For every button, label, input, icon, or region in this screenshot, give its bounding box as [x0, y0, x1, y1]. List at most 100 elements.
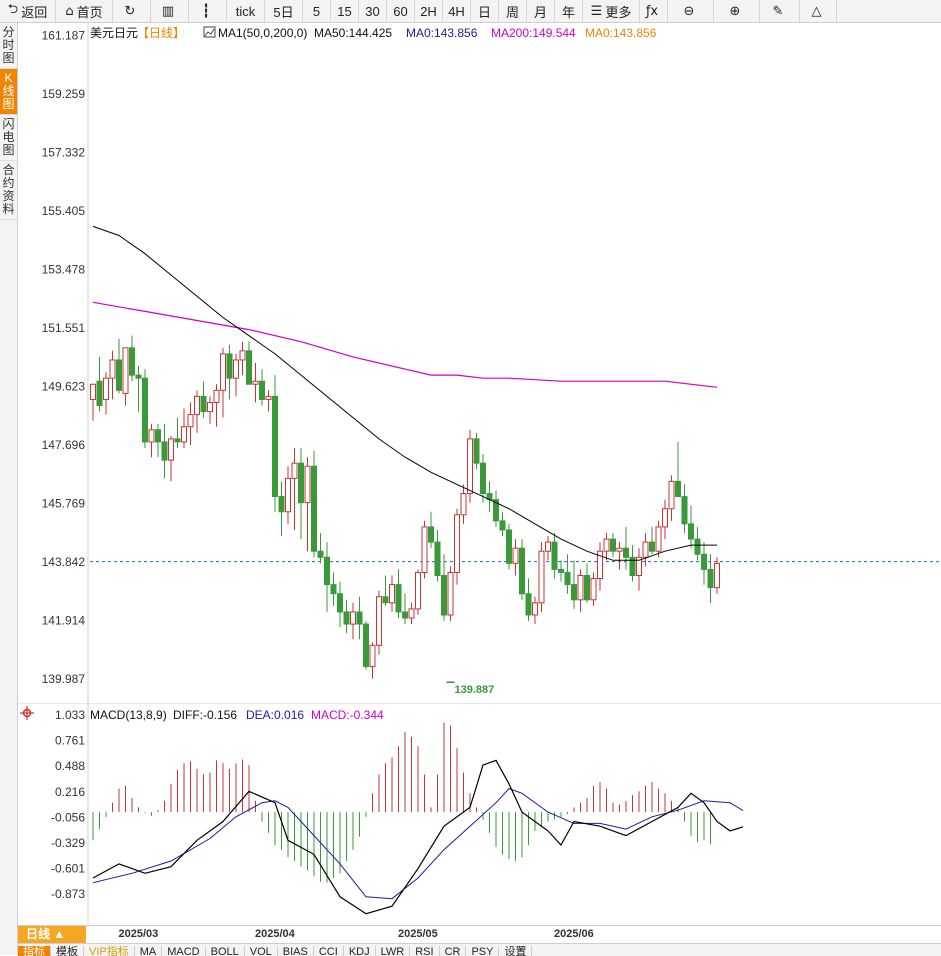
toolbar-label: 5 [312, 3, 321, 19]
toolbar-button-11[interactable]: 2H [415, 0, 443, 22]
macd-y-tick: -0.329 [51, 836, 85, 850]
indicator-tab-8[interactable]: CCI [314, 946, 344, 956]
date-label: 2025/05 [398, 928, 438, 940]
candle-body [233, 359, 239, 379]
toolbar-button-10[interactable]: 60 [387, 0, 415, 22]
toolbar-button-1[interactable]: ⌂ 首页 [56, 0, 113, 22]
indicator-tab-1[interactable]: 模板 [51, 946, 84, 956]
candle-body [213, 389, 220, 403]
candle-body [649, 541, 655, 552]
toolbar-button-3[interactable]: ▥ [151, 0, 189, 22]
candle-body [226, 353, 233, 379]
toolbar-button-2[interactable]: ↻ [113, 0, 151, 22]
legend-ma0: MA0:143.856 [406, 26, 478, 40]
back-arrow-icon: ⮌ [7, 2, 19, 17]
price-chart: 美元日元 【日线】 MA1(50,0,200,0) MA50:144.425 M… [42, 23, 941, 703]
indicator-tab-2[interactable]: VIP指标 [84, 946, 135, 956]
candle-body [122, 347, 129, 394]
indicator-tab-11[interactable]: RSI [410, 946, 440, 956]
toolbar-button-0[interactable]: ⮌ 返回 [0, 0, 56, 22]
candle-body [96, 380, 103, 407]
candle-body [441, 575, 447, 616]
home-icon: ⌂ [65, 3, 74, 19]
candle-body [415, 571, 421, 610]
indicator-tab-12[interactable]: CR [440, 946, 467, 956]
candle-body [428, 526, 434, 543]
indicator-tab-7[interactable]: BIAS [278, 946, 314, 956]
toolbar-button-14[interactable]: 周 [499, 0, 527, 22]
toolbar-button-21[interactable]: ✎ [760, 0, 800, 22]
candle-body [532, 602, 538, 616]
candle-body [317, 550, 324, 558]
candle-body [642, 541, 649, 558]
candle-body [129, 347, 135, 376]
toolbar-button-22[interactable]: △ [800, 0, 837, 22]
triangle-collapse-icon: △ [811, 3, 822, 19]
candle-body [363, 623, 369, 668]
candle-body [538, 550, 545, 604]
macd-title: MACD(13,8,9) [90, 708, 167, 722]
candle-body [506, 529, 512, 564]
candle-body [467, 438, 473, 495]
candle-body [252, 380, 259, 385]
toolbar-button-17[interactable]: ☰ 更多 [583, 0, 640, 22]
side-tab-1[interactable]: K线图 [0, 69, 17, 115]
indicator-tab-9[interactable]: KDJ [344, 946, 376, 956]
macd-y-tick: -0.873 [51, 887, 85, 901]
candle-body [408, 608, 415, 619]
candle-body [623, 547, 629, 558]
candle-body [356, 611, 363, 625]
toolbar-button-7[interactable]: 5 [303, 0, 331, 22]
indicator-tab-14[interactable]: 设置 [499, 946, 533, 956]
toolbar-button-6[interactable]: 5日 [265, 0, 303, 22]
toolbar-button-9[interactable]: 30 [359, 0, 387, 22]
toolbar-button-4[interactable]: ┇ [189, 0, 227, 22]
toolbar-label: 2H [420, 3, 437, 19]
toolbar-button-8[interactable]: 15 [331, 0, 359, 22]
candle-body [291, 462, 298, 479]
candle-body [668, 480, 675, 510]
side-tab-3[interactable]: 合约资料 [0, 161, 17, 220]
candle-body [382, 596, 389, 604]
toolbar-button-19[interactable]: ⊖ [668, 0, 714, 22]
toolbar-label: 返回 [21, 4, 48, 20]
indicator-tab-10[interactable]: LWR [376, 946, 411, 956]
toolbar-button-5[interactable]: tick [227, 0, 265, 22]
date-label: 2025/03 [118, 928, 159, 940]
toolbar-button-15[interactable]: 月 [527, 0, 555, 22]
candle-body [480, 462, 486, 495]
indicator-tab-5[interactable]: BOLL [206, 946, 245, 956]
ma50-line [92, 225, 717, 561]
candle-body [571, 584, 577, 601]
toolbar-button-13[interactable]: 日 [471, 0, 499, 22]
candle-body [597, 550, 603, 580]
toolbar-button-16[interactable]: 年 [555, 0, 583, 22]
period-select-button[interactable]: 日线 ▲ [18, 926, 86, 943]
side-tab-2[interactable]: 闪电图 [0, 115, 17, 161]
candle-body [512, 547, 519, 564]
candle-body [701, 553, 707, 570]
macd-y-tick: 0.216 [55, 785, 85, 799]
candle-body [584, 575, 590, 601]
candle-body [662, 508, 668, 528]
candle-body [90, 383, 96, 400]
legend-ma50: MA50:144.425 [314, 26, 392, 40]
indicator-tab-3[interactable]: MA [135, 946, 163, 956]
candle-body [142, 377, 148, 443]
toolbar-button-12[interactable]: 4H [443, 0, 471, 22]
candle-body [239, 350, 246, 361]
indicator-tab-4[interactable]: MACD [162, 946, 206, 956]
toolbar-button-20[interactable]: ⊕ [714, 0, 760, 22]
toolbar-label: 5日 [273, 4, 294, 20]
side-tab-0[interactable]: 分时图 [0, 23, 17, 69]
candle-body [187, 414, 194, 428]
indicator-tab-6[interactable]: VOL [245, 946, 278, 956]
indicator-tab-0[interactable]: 指标 [18, 946, 51, 956]
macd-y-tick: 0.761 [55, 734, 85, 748]
price-y-tick: 159.259 [42, 87, 86, 101]
macd-settings-icon[interactable] [20, 706, 34, 720]
toolbar-button-18[interactable]: ƒx [640, 0, 668, 22]
macd-y-tick: -0.056 [51, 810, 85, 824]
indicator-tab-13[interactable]: PSY [466, 946, 500, 956]
candle-body [194, 395, 200, 416]
